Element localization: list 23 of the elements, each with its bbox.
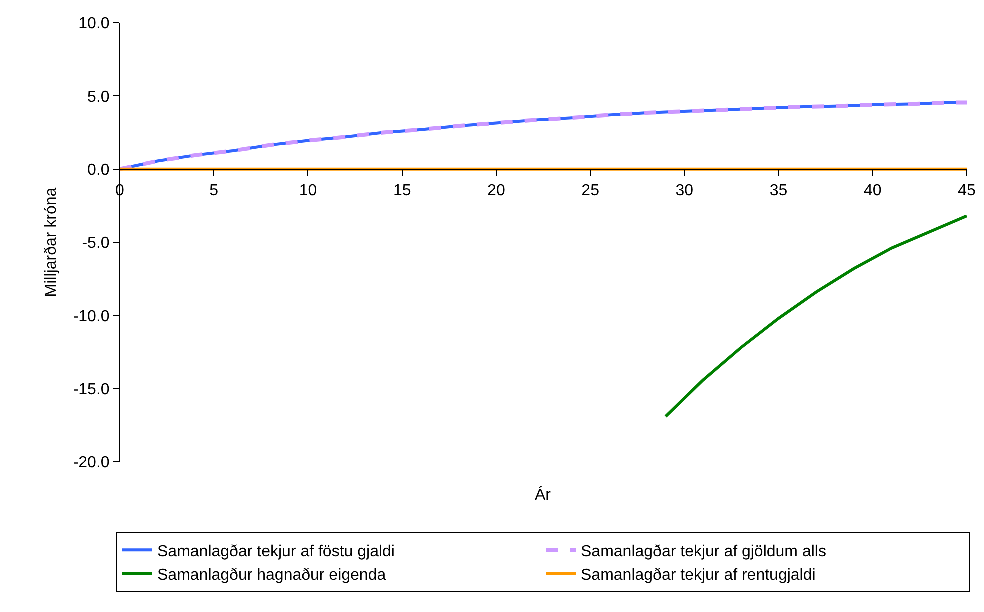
x-tick-label: 45 <box>958 182 976 200</box>
x-tick-label: 40 <box>864 182 882 200</box>
y-tick-label: 0.0 <box>88 162 110 179</box>
x-tick-label: 15 <box>393 182 412 200</box>
x-tick-label: 35 <box>770 182 788 200</box>
legend-label: Samanlagður hagnaður eigenda <box>158 567 386 584</box>
y-tick-label: -5.0 <box>82 235 110 252</box>
legend-label: Samanlagðar tekjur af föstu gjaldi <box>158 543 395 560</box>
x-axis-title: Ár <box>535 486 552 504</box>
x-tick-label: 10 <box>299 182 318 200</box>
x-tick-label: 20 <box>488 182 506 200</box>
legend-label: Samanlagðar tekjur af gjöldum alls <box>581 543 826 560</box>
line-series <box>664 214 967 418</box>
y-axis-title: Milljarðar króna <box>43 188 60 298</box>
legend-label: Samanlagðar tekjur af rentugjaldi <box>581 567 816 584</box>
x-tick-label: 30 <box>676 182 694 200</box>
x-tick-label: 25 <box>582 182 600 200</box>
y-tick-label: -10.0 <box>73 308 110 326</box>
x-tick-label: 5 <box>210 182 219 200</box>
y-tick-label: -15.0 <box>73 381 110 398</box>
y-tick-label: -20.0 <box>73 454 110 472</box>
y-tick-label: 10.0 <box>78 16 110 33</box>
y-tick-label: 5.0 <box>88 88 110 106</box>
